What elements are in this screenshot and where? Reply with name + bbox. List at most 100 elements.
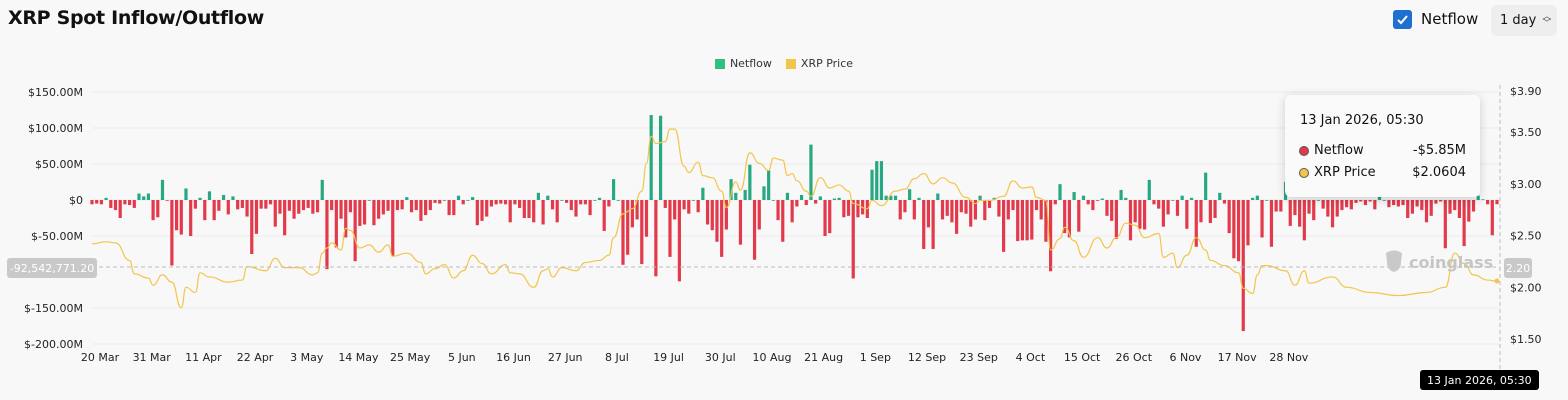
x-tick-label: 28 Nov: [1269, 351, 1308, 364]
xrp-price-line: [91, 128, 1498, 309]
netflow-bar-outflow: [1142, 200, 1147, 230]
netflow-bar-inflow: [1180, 195, 1184, 200]
x-tick-label: 23 Sep: [960, 351, 998, 364]
netflow-bar-outflow: [1288, 200, 1292, 226]
netflow-bar-outflow: [1185, 200, 1189, 229]
netflow-bar-outflow: [654, 200, 658, 277]
netflow-bar-outflow: [1448, 200, 1452, 214]
netflow-bar-outflow: [1086, 200, 1090, 205]
netflow-bar-outflow: [1002, 200, 1006, 252]
netflow-bar-outflow: [278, 200, 282, 214]
checkmark-icon: [1397, 15, 1408, 25]
netflow-bar-inflow: [837, 197, 841, 200]
netflow-bar-outflow: [569, 200, 573, 211]
netflow-bar-inflow: [1255, 195, 1259, 200]
legend-swatch-xrp-price: [785, 58, 796, 69]
y-left-tick-label: $100.00M: [28, 122, 83, 135]
netflow-bar-inflow: [104, 197, 108, 200]
netflow-bar-outflow: [673, 200, 677, 220]
netflow-bar-outflow: [518, 200, 522, 208]
netflow-bar-outflow: [1133, 200, 1137, 223]
netflow-bar-outflow: [109, 200, 113, 208]
netflow-bar-outflow: [123, 200, 127, 205]
netflow-bar-outflow: [151, 200, 155, 221]
netflow-bar-outflow: [776, 200, 780, 221]
x-tick-label: 8 Jul: [605, 351, 629, 364]
netflow-bar-outflow: [931, 200, 935, 249]
netflow-bar-outflow: [1091, 200, 1095, 211]
netflow-bar-inflow: [785, 192, 790, 200]
netflow-bar-inflow: [146, 193, 150, 200]
netflow-bar-inflow: [1058, 184, 1062, 200]
netflow-checkbox[interactable]: [1393, 10, 1412, 29]
netflow-bar-outflow: [1034, 200, 1039, 211]
netflow-bar-outflow: [127, 200, 132, 206]
netflow-bar-outflow: [1128, 200, 1133, 241]
netflow-checkbox-label[interactable]: Netflow: [1421, 10, 1479, 28]
netflow-bar-outflow: [790, 200, 794, 223]
netflow-bar-outflow: [1326, 200, 1330, 217]
netflow-bar-outflow: [527, 200, 531, 218]
netflow-bar-outflow: [964, 200, 968, 214]
netflow-bar-outflow: [987, 200, 992, 208]
netflow-bar-outflow: [1241, 200, 1245, 332]
netflow-bar-inflow: [767, 170, 771, 200]
netflow-bar-outflow: [1312, 200, 1316, 221]
netflow-bar-inflow: [832, 198, 837, 200]
x-tick-label: 11 Apr: [185, 351, 222, 364]
netflow-bar-outflow: [626, 200, 630, 255]
y-left-tick-label: $-200.00M: [24, 338, 83, 351]
netflow-bar-outflow: [1095, 200, 1100, 201]
netflow-bar-outflow: [156, 200, 160, 218]
netflow-bar-outflow: [254, 200, 259, 234]
netflow-bar-outflow: [433, 200, 437, 203]
netflow-bar-outflow: [113, 200, 118, 211]
netflow-bar-outflow: [724, 200, 728, 230]
netflow-bar-outflow: [969, 200, 973, 227]
netflow-bar-outflow: [212, 200, 216, 221]
legend-label: XRP Price: [800, 57, 854, 70]
netflow-bar-outflow: [1053, 200, 1057, 205]
netflow-bar-outflow: [236, 200, 240, 210]
netflow-bar-outflow: [193, 200, 197, 209]
netflow-bar-outflow: [846, 200, 851, 216]
netflow-bar-outflow: [1307, 200, 1311, 214]
netflow-bar-outflow: [386, 200, 390, 211]
netflow-bar-outflow: [480, 200, 484, 221]
x-tick-label: 12 Sep: [908, 351, 946, 364]
netflow-bar-outflow: [574, 200, 578, 217]
x-tick-label: 14 May: [338, 351, 379, 364]
netflow-bar-outflow: [663, 200, 667, 208]
legend-label: Netflow: [729, 57, 772, 70]
coinglass-watermark: coinglass: [1383, 250, 1493, 274]
legend-item-netflow[interactable]: Netflow: [714, 57, 772, 70]
netflow-bar-outflow: [781, 200, 785, 242]
crosshair-y-right-label: 2.20: [1504, 258, 1532, 278]
netflow-bar-inflow: [1316, 200, 1321, 201]
netflow-bar-outflow: [358, 200, 362, 226]
interval-select[interactable]: 1 day ︿ ﹀: [1491, 5, 1557, 36]
netflow-bar-outflow: [1321, 200, 1325, 209]
netflow-bar-outflow: [1025, 200, 1029, 241]
netflow-bar-outflow: [273, 200, 277, 227]
netflow-bar-outflow: [1429, 200, 1433, 216]
netflow-bar-outflow: [414, 200, 418, 211]
netflow-bar-outflow: [621, 200, 625, 265]
netflow-bar-outflow: [409, 200, 414, 213]
netflow-bar-outflow: [1199, 200, 1203, 223]
y-right-tick-label: $2.50: [1510, 230, 1542, 243]
netflow-bar-outflow: [339, 200, 343, 219]
x-tick-label: 21 Aug: [804, 351, 843, 364]
x-tick-label: 16 Jun: [496, 351, 531, 364]
x-tick-label: 3 May: [290, 351, 324, 364]
interval-select-value: 1 day: [1500, 13, 1537, 28]
netflow-bar-outflow: [1161, 200, 1165, 227]
y-right-tick-label: $1.50: [1510, 333, 1542, 346]
netflow-bar-inflow: [1100, 198, 1104, 200]
netflow-bar-inflow: [889, 195, 893, 200]
netflow-bar-outflow: [377, 200, 381, 219]
legend-item-xrp-price[interactable]: XRP Price: [785, 57, 854, 70]
netflow-bar-inflow: [1072, 192, 1076, 200]
chart-tooltip: 13 Jan 2026, 05:30 Netflow -$5.85M XRP P…: [1285, 95, 1480, 197]
